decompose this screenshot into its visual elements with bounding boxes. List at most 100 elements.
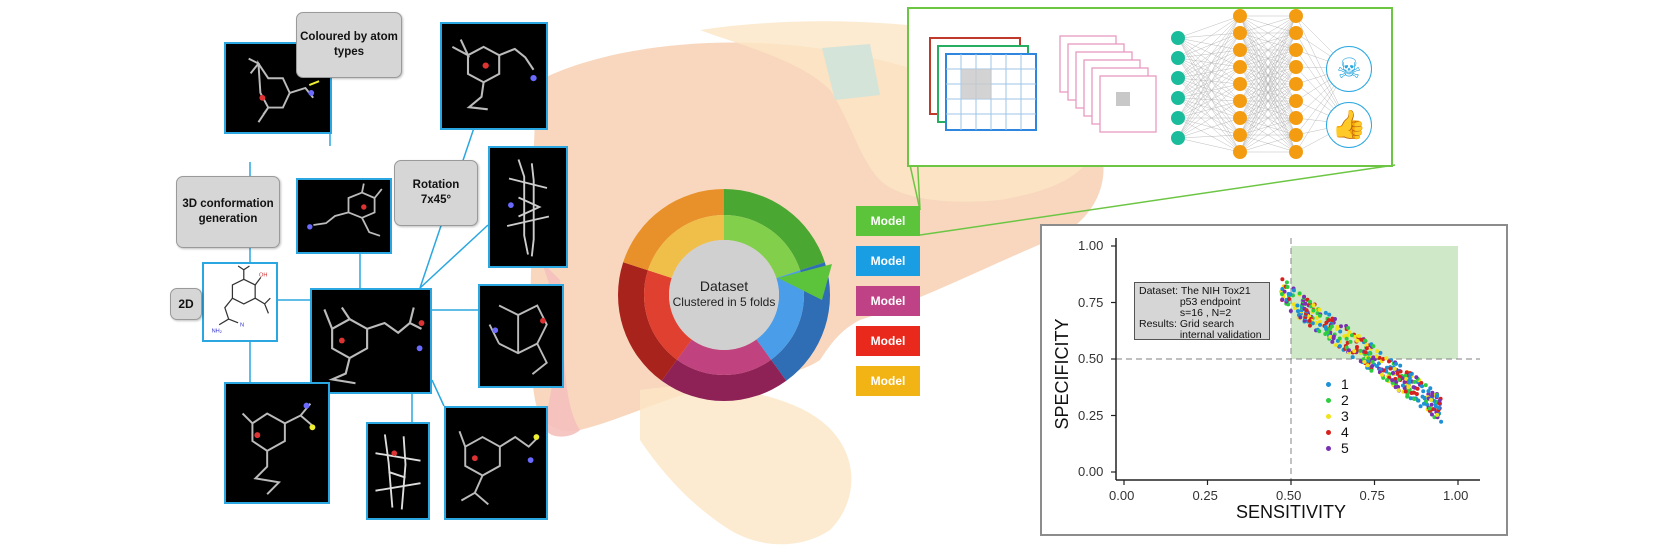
scatter-point — [1311, 308, 1316, 313]
molecule-2d-tile: OH NH₂ N — [202, 262, 278, 342]
scatter-point — [1381, 356, 1386, 361]
network-node — [1233, 43, 1247, 57]
scatter-point — [1333, 343, 1338, 348]
label-coloured-by-atom-types: Coloured by atom types — [296, 12, 402, 78]
network-node — [1233, 60, 1247, 74]
scatter-point — [1421, 389, 1426, 394]
scatter-point — [1412, 379, 1417, 384]
scatter-point — [1302, 294, 1307, 299]
scatter-point — [1323, 332, 1328, 337]
donut-subtitle: Clustered in 5 folds — [672, 295, 776, 309]
scatter-point — [1304, 308, 1309, 313]
scatter-point — [1338, 324, 1343, 329]
scatter-point — [1337, 336, 1342, 341]
target-region — [1291, 246, 1458, 359]
scatter-point — [1374, 354, 1379, 359]
scatter-points — [1279, 277, 1444, 424]
scatter-point — [1436, 405, 1441, 410]
scatter-point — [1405, 392, 1410, 397]
y-tick-label: 1.00 — [1078, 238, 1104, 253]
scatter-point — [1375, 349, 1380, 354]
network-node — [1289, 43, 1303, 57]
network-node — [1233, 77, 1247, 91]
network-nodes — [1171, 9, 1303, 159]
fold-legend-dot — [1326, 397, 1331, 403]
scatter-point — [1368, 351, 1373, 356]
fold-legend-item: 2 — [1326, 392, 1349, 408]
scatter-point — [1310, 321, 1315, 326]
scatter-point — [1426, 389, 1431, 394]
network-node — [1171, 91, 1185, 105]
scatter-point — [1364, 346, 1369, 351]
scatter-point — [1430, 393, 1435, 398]
network-node — [1289, 26, 1303, 40]
fold-legend-label: 4 — [1341, 424, 1349, 440]
donut-outer-segment-5 — [623, 189, 724, 271]
scatter-point — [1437, 398, 1442, 403]
scatter-point — [1408, 372, 1413, 377]
scatter-point — [1297, 291, 1302, 296]
scatter-point — [1427, 406, 1432, 411]
scatter-point — [1395, 371, 1400, 376]
scatter-point — [1285, 285, 1290, 290]
model-box-5: Model — [856, 366, 920, 396]
scatter-point — [1419, 380, 1424, 385]
scatter-point — [1348, 339, 1353, 344]
scatter-point — [1280, 277, 1285, 282]
donut-inner-segment-5 — [647, 215, 724, 279]
y-tick-label: 0.75 — [1078, 294, 1104, 310]
donut-title: Dataset — [699, 278, 749, 294]
scatter-point — [1352, 349, 1357, 354]
fold-legend-dot — [1326, 413, 1331, 419]
network-edges — [1177, 15, 1349, 153]
scatter-point — [1307, 323, 1312, 328]
scatter-point — [1307, 318, 1312, 323]
scatter-point — [1393, 376, 1398, 381]
scatter-point — [1387, 359, 1392, 364]
molecule-tile-7 — [224, 382, 330, 504]
scatter-point — [1298, 315, 1303, 320]
network-node — [1289, 111, 1303, 125]
donut-center — [669, 240, 779, 350]
scatter-point — [1412, 396, 1417, 401]
scatter-point — [1355, 338, 1360, 343]
scatter-point — [1402, 380, 1407, 385]
scatter-point — [1364, 343, 1369, 348]
skull-crossbones-icon: ☠ — [1326, 46, 1372, 92]
network-node — [1289, 145, 1303, 159]
scatter-point — [1338, 329, 1343, 334]
model-box-2: Model — [856, 246, 920, 276]
scatter-point — [1347, 330, 1352, 335]
scatter-point — [1326, 318, 1331, 323]
svg-text:OH: OH — [259, 272, 268, 278]
y-axis-title: SPECIFICITY — [1052, 318, 1072, 430]
fold-legend-label: 1 — [1341, 376, 1349, 392]
network-node — [1289, 128, 1303, 142]
scatter-point — [1439, 419, 1444, 424]
scatter-point — [1329, 324, 1334, 329]
donut-inner-segment-4 — [644, 270, 692, 360]
scatter-point — [1421, 401, 1426, 406]
thumbs-up-icon: 👍 — [1326, 102, 1372, 148]
x-tick-label: 0.75 — [1359, 488, 1385, 503]
fold-pointer-arrow — [778, 264, 832, 300]
fold-legend-item: 4 — [1326, 424, 1349, 440]
scatter-point — [1426, 392, 1431, 397]
molecule-tile-2 — [440, 22, 548, 130]
scatter-point — [1411, 385, 1416, 390]
scatter-point — [1331, 334, 1336, 339]
fold-legend-dot — [1326, 381, 1331, 387]
x-axis-title: SENSITIVITY — [1236, 502, 1347, 522]
scatter-point — [1363, 338, 1368, 343]
y-tick-label: 0.00 — [1078, 464, 1104, 479]
scatter-point — [1429, 412, 1434, 417]
liver-silhouette-lower — [640, 386, 852, 545]
scatter-point — [1398, 369, 1403, 374]
donut-outer-segment-1 — [724, 189, 825, 271]
scatter-point — [1334, 326, 1339, 331]
fold-legend-label: 3 — [1341, 408, 1349, 424]
scatter-point — [1407, 378, 1412, 383]
donut-inner-segment-3 — [676, 339, 772, 375]
scatter-point — [1404, 370, 1409, 375]
